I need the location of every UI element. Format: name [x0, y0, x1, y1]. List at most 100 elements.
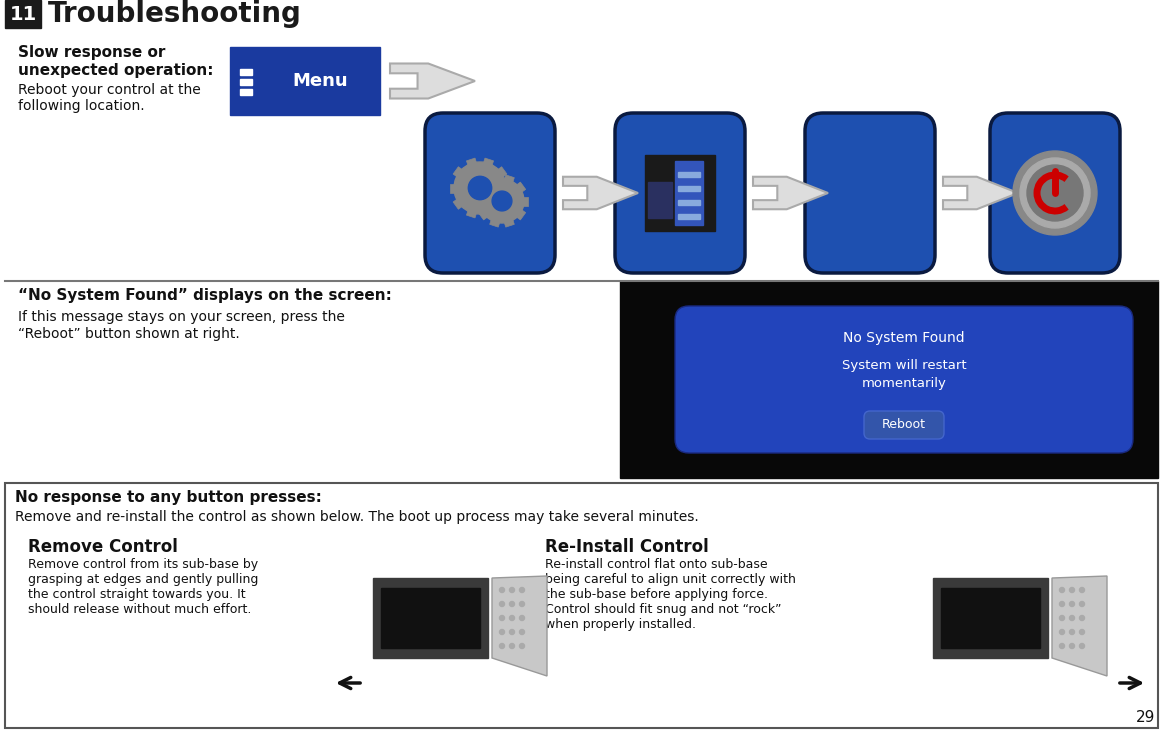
- Circle shape: [1020, 158, 1090, 228]
- Bar: [675, 161, 702, 225]
- Polygon shape: [478, 182, 490, 194]
- Circle shape: [509, 644, 514, 649]
- Circle shape: [1059, 616, 1064, 621]
- Polygon shape: [504, 175, 514, 184]
- Text: Re-Install Control: Re-Install Control: [545, 538, 708, 556]
- Circle shape: [509, 616, 514, 621]
- Text: Remove control from its sub-base by: Remove control from its sub-base by: [28, 558, 258, 571]
- Bar: [5, 0, 41, 28]
- Polygon shape: [515, 182, 526, 194]
- Polygon shape: [504, 218, 514, 227]
- Text: being careful to align unit correctly with: being careful to align unit correctly wi…: [545, 573, 795, 586]
- Circle shape: [1059, 588, 1064, 592]
- Circle shape: [520, 616, 525, 621]
- Circle shape: [1079, 630, 1085, 635]
- Bar: [678, 214, 700, 219]
- Text: If this message stays on your screen, press the: If this message stays on your screen, pr…: [17, 310, 345, 324]
- Circle shape: [1079, 616, 1085, 621]
- FancyBboxPatch shape: [424, 113, 555, 273]
- Polygon shape: [476, 196, 483, 205]
- Circle shape: [469, 177, 492, 199]
- Polygon shape: [490, 175, 500, 184]
- Polygon shape: [454, 166, 464, 178]
- Bar: [230, 47, 380, 115]
- Circle shape: [1070, 602, 1075, 606]
- Text: System will restart
momentarily: System will restart momentarily: [842, 359, 966, 389]
- Bar: [678, 172, 700, 177]
- Circle shape: [1013, 151, 1097, 235]
- Text: Remove Control: Remove Control: [28, 538, 178, 556]
- Text: Troubleshooting: Troubleshooting: [48, 0, 302, 28]
- Polygon shape: [504, 183, 511, 193]
- Polygon shape: [563, 177, 638, 209]
- Circle shape: [499, 588, 505, 592]
- Polygon shape: [521, 196, 528, 205]
- Circle shape: [1070, 616, 1075, 621]
- Circle shape: [1079, 602, 1085, 606]
- Polygon shape: [943, 177, 1018, 209]
- Circle shape: [499, 602, 505, 606]
- Circle shape: [520, 644, 525, 649]
- Text: the sub-base before applying force.: the sub-base before applying force.: [545, 588, 768, 601]
- Text: following location.: following location.: [17, 99, 144, 113]
- Polygon shape: [490, 218, 500, 227]
- Bar: [240, 89, 252, 95]
- Circle shape: [520, 602, 525, 606]
- Text: when properly installed.: when properly installed.: [545, 618, 695, 631]
- Text: Re-install control flat onto sub-base: Re-install control flat onto sub-base: [545, 558, 768, 571]
- Text: Remove and re-install the control as shown below. The boot up process may take s: Remove and re-install the control as sho…: [15, 510, 699, 524]
- FancyBboxPatch shape: [864, 411, 944, 439]
- Text: 11: 11: [9, 4, 36, 23]
- Text: unexpected operation:: unexpected operation:: [17, 63, 214, 78]
- Bar: [373, 578, 488, 658]
- Bar: [5, 483, 1158, 728]
- Circle shape: [1027, 165, 1083, 221]
- Text: Menu: Menu: [292, 72, 348, 90]
- Text: Reboot: Reboot: [882, 419, 926, 432]
- Circle shape: [1079, 644, 1085, 649]
- Circle shape: [509, 602, 514, 606]
- Polygon shape: [450, 183, 457, 193]
- Circle shape: [509, 630, 514, 635]
- Circle shape: [509, 588, 514, 592]
- Circle shape: [1059, 644, 1064, 649]
- Bar: [240, 79, 252, 85]
- Polygon shape: [495, 198, 507, 210]
- Polygon shape: [454, 198, 464, 210]
- Bar: [620, 281, 1158, 478]
- Circle shape: [1079, 588, 1085, 592]
- Bar: [240, 69, 252, 75]
- Circle shape: [1070, 630, 1075, 635]
- Polygon shape: [495, 166, 507, 178]
- Polygon shape: [390, 64, 475, 98]
- Polygon shape: [478, 208, 490, 220]
- Text: should release without much effort.: should release without much effort.: [28, 603, 251, 616]
- Circle shape: [499, 616, 505, 621]
- Polygon shape: [466, 158, 477, 168]
- Circle shape: [1070, 644, 1075, 649]
- Polygon shape: [492, 576, 547, 676]
- Circle shape: [499, 630, 505, 635]
- Text: “Reboot” button shown at right.: “Reboot” button shown at right.: [17, 327, 240, 341]
- Bar: [941, 588, 1040, 648]
- Polygon shape: [1053, 576, 1107, 676]
- Polygon shape: [466, 208, 477, 218]
- Circle shape: [520, 588, 525, 592]
- Polygon shape: [515, 208, 526, 220]
- Text: the control straight towards you. It: the control straight towards you. It: [28, 588, 245, 601]
- Text: No response to any button presses:: No response to any button presses:: [15, 490, 322, 505]
- Text: No System Found: No System Found: [843, 331, 965, 345]
- Bar: [933, 578, 1048, 658]
- Circle shape: [499, 644, 505, 649]
- Circle shape: [1070, 588, 1075, 592]
- Polygon shape: [483, 208, 493, 218]
- Bar: [381, 588, 480, 648]
- Circle shape: [1059, 630, 1064, 635]
- FancyBboxPatch shape: [675, 306, 1133, 453]
- FancyBboxPatch shape: [615, 113, 745, 273]
- Circle shape: [492, 191, 512, 211]
- Circle shape: [1059, 602, 1064, 606]
- Circle shape: [454, 162, 506, 214]
- Text: 29: 29: [1135, 710, 1155, 725]
- Bar: [678, 200, 700, 205]
